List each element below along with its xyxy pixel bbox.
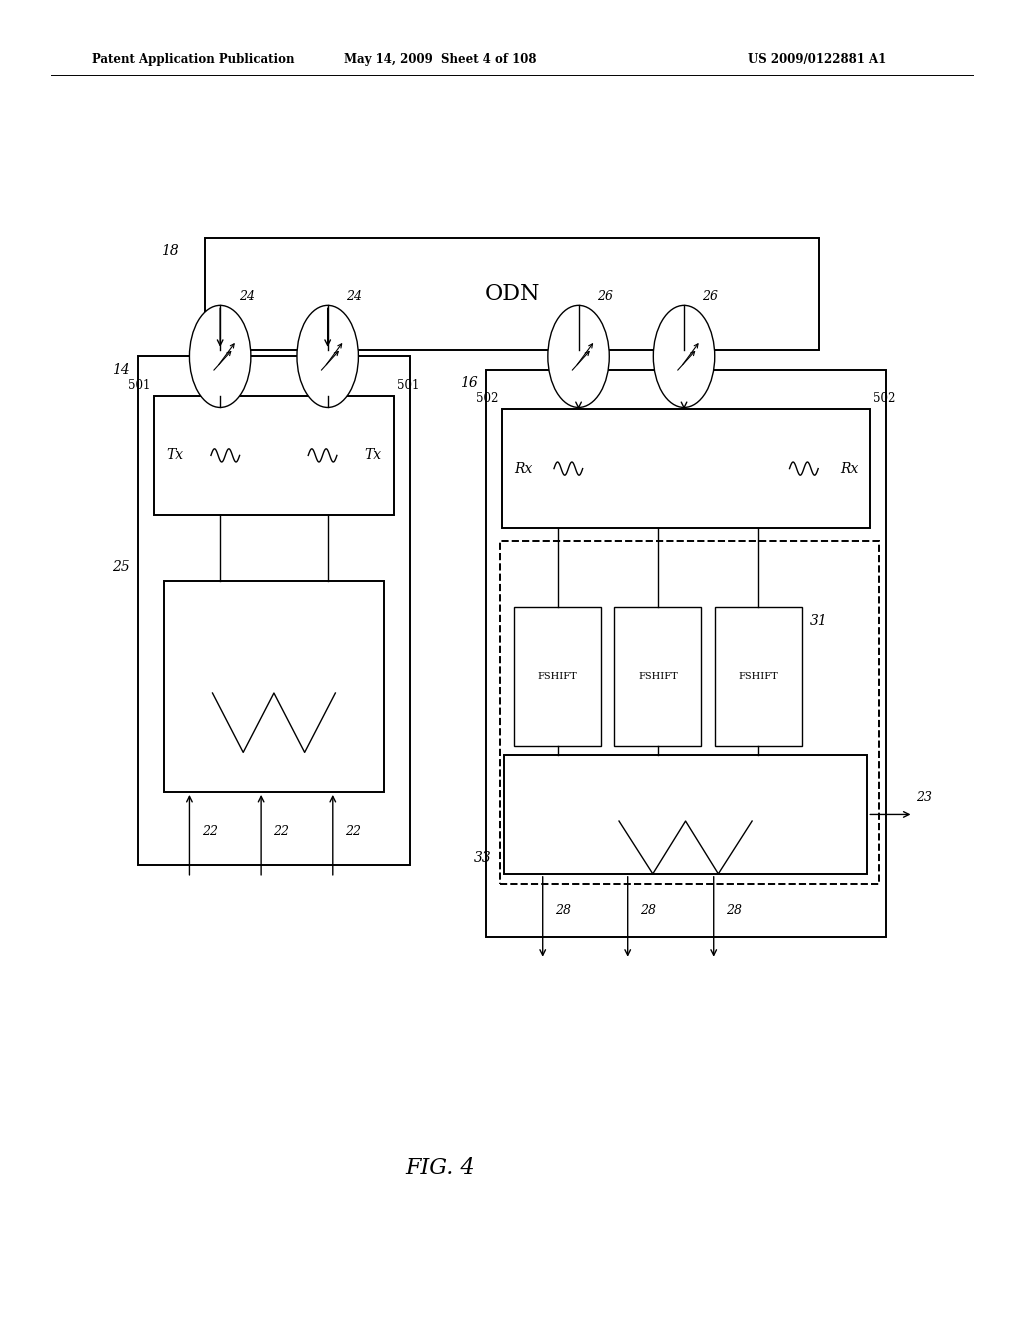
Bar: [154, 396, 394, 515]
Text: FIG. 4: FIG. 4: [406, 1158, 475, 1179]
Text: 24: 24: [239, 289, 255, 302]
Text: 26: 26: [597, 289, 613, 302]
Text: 16: 16: [461, 376, 478, 391]
Ellipse shape: [189, 305, 251, 408]
Text: 28: 28: [726, 904, 742, 917]
Bar: [164, 581, 384, 792]
Ellipse shape: [297, 305, 358, 408]
Text: FSHIFT: FSHIFT: [738, 672, 778, 681]
Text: 22: 22: [273, 825, 290, 838]
Text: Tx: Tx: [365, 449, 382, 462]
Text: 33: 33: [474, 851, 492, 865]
Text: 31: 31: [810, 614, 827, 628]
Text: 14: 14: [113, 363, 130, 378]
Text: 24: 24: [346, 289, 362, 302]
Bar: [715, 607, 802, 746]
Text: Rx: Rx: [514, 462, 532, 475]
Text: 501: 501: [128, 379, 151, 392]
Text: US 2009/0122881 A1: US 2009/0122881 A1: [748, 53, 886, 66]
Text: 25: 25: [113, 560, 130, 574]
Bar: [614, 607, 701, 746]
Text: May 14, 2009  Sheet 4 of 108: May 14, 2009 Sheet 4 of 108: [344, 53, 537, 66]
Bar: [205, 238, 819, 350]
Text: 28: 28: [640, 904, 656, 917]
Bar: [502, 409, 870, 528]
Ellipse shape: [548, 305, 609, 408]
Ellipse shape: [653, 305, 715, 408]
Text: Tx: Tx: [166, 449, 183, 462]
Bar: [514, 607, 601, 746]
Bar: [486, 370, 886, 937]
Bar: [504, 755, 867, 874]
Bar: [500, 541, 879, 884]
Text: 502: 502: [476, 392, 499, 405]
Text: Rx: Rx: [840, 462, 858, 475]
Text: 26: 26: [702, 289, 719, 302]
Text: 23: 23: [916, 791, 933, 804]
Text: 28: 28: [555, 904, 571, 917]
Text: 18: 18: [162, 244, 179, 259]
Text: 501: 501: [397, 379, 420, 392]
Bar: [138, 356, 410, 865]
Text: FSHIFT: FSHIFT: [638, 672, 678, 681]
Text: 22: 22: [202, 825, 218, 838]
Text: 22: 22: [345, 825, 361, 838]
Text: ODN: ODN: [484, 282, 540, 305]
Text: FSHIFT: FSHIFT: [538, 672, 578, 681]
Text: Patent Application Publication: Patent Application Publication: [92, 53, 295, 66]
Text: 502: 502: [873, 392, 896, 405]
